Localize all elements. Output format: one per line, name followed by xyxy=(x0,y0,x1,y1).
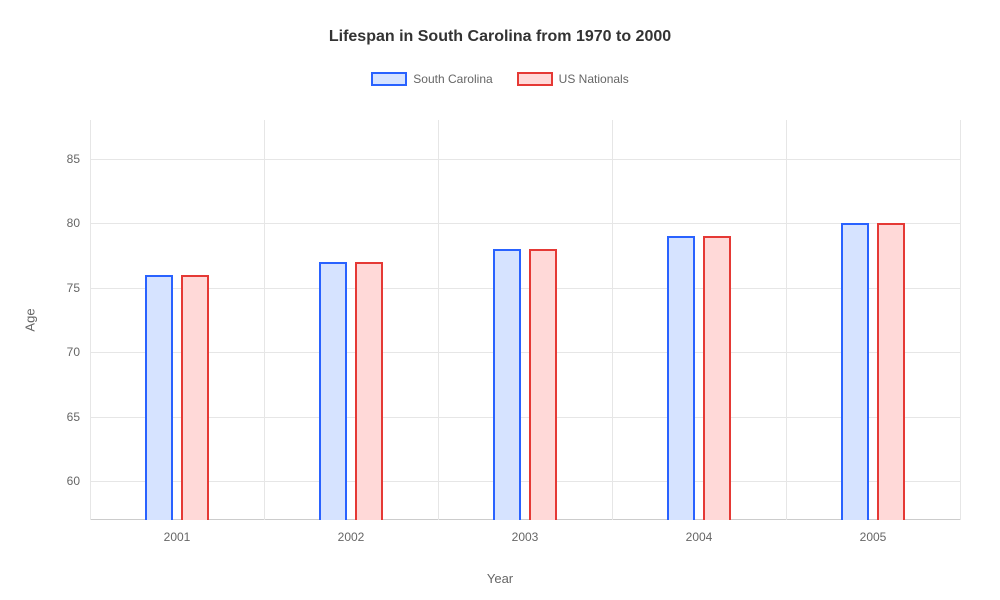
x-tick-label: 2004 xyxy=(686,520,713,544)
y-tick-label: 75 xyxy=(67,281,90,295)
x-tick-label: 2001 xyxy=(164,520,191,544)
gridline-v xyxy=(612,120,613,520)
y-tick-label: 85 xyxy=(67,152,90,166)
x-axis-title: Year xyxy=(487,571,513,586)
x-tick-label: 2005 xyxy=(860,520,887,544)
bar-south-carolina-2001 xyxy=(145,275,173,520)
gridline-v xyxy=(438,120,439,520)
legend-swatch-0 xyxy=(371,72,407,86)
gridline-h xyxy=(90,223,960,224)
y-tick-label: 70 xyxy=(67,345,90,359)
x-tick-label: 2003 xyxy=(512,520,539,544)
bar-south-carolina-2003 xyxy=(493,249,521,520)
bar-south-carolina-2004 xyxy=(667,236,695,520)
gridline-h xyxy=(90,159,960,160)
gridline-v xyxy=(960,120,961,520)
gridline-v xyxy=(90,120,91,520)
bar-us-nationals-2002 xyxy=(355,262,383,520)
legend-label-0: South Carolina xyxy=(413,72,492,86)
plot-area: 60657075808520012002200320042005 xyxy=(90,120,960,520)
y-tick-label: 60 xyxy=(67,474,90,488)
chart-title: Lifespan in South Carolina from 1970 to … xyxy=(0,0,1000,46)
legend-label-1: US Nationals xyxy=(559,72,629,86)
bar-south-carolina-2002 xyxy=(319,262,347,520)
y-tick-label: 65 xyxy=(67,410,90,424)
gridline-v xyxy=(786,120,787,520)
legend-item-0: South Carolina xyxy=(371,72,492,86)
gridline-h xyxy=(90,417,960,418)
gridline-h xyxy=(90,481,960,482)
gridline-h xyxy=(90,352,960,353)
bar-us-nationals-2005 xyxy=(877,223,905,520)
x-tick-label: 2002 xyxy=(338,520,365,544)
bar-us-nationals-2001 xyxy=(181,275,209,520)
chart-container: Lifespan in South Carolina from 1970 to … xyxy=(0,0,1000,600)
legend-item-1: US Nationals xyxy=(517,72,629,86)
y-axis-title: Age xyxy=(23,308,38,331)
gridline-v xyxy=(264,120,265,520)
y-tick-label: 80 xyxy=(67,216,90,230)
gridline-h xyxy=(90,288,960,289)
bar-south-carolina-2005 xyxy=(841,223,869,520)
bar-us-nationals-2004 xyxy=(703,236,731,520)
bar-us-nationals-2003 xyxy=(529,249,557,520)
legend: South Carolina US Nationals xyxy=(0,72,1000,86)
legend-swatch-1 xyxy=(517,72,553,86)
